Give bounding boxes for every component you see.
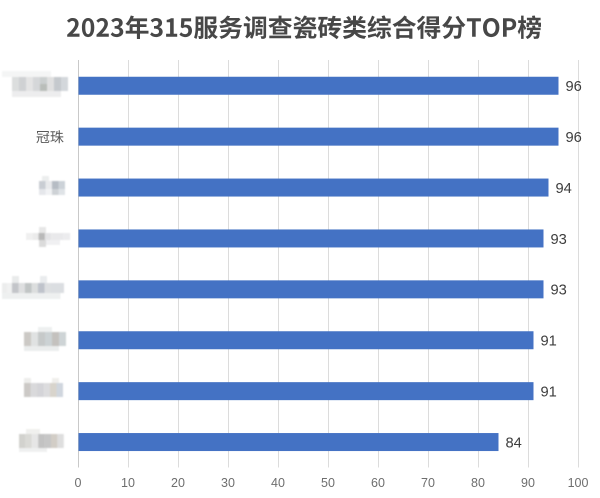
svg-text:96: 96 [566, 79, 582, 95]
svg-text:50: 50 [321, 476, 335, 490]
svg-text:84: 84 [506, 435, 522, 451]
svg-text:10: 10 [121, 476, 135, 490]
svg-text:20: 20 [171, 476, 185, 490]
svg-text:90: 90 [521, 476, 535, 490]
svg-text:94: 94 [556, 181, 572, 197]
svg-text:40: 40 [271, 476, 285, 490]
svg-text:96: 96 [566, 130, 582, 146]
svg-text:0: 0 [75, 476, 82, 490]
svg-text:91: 91 [541, 384, 557, 400]
svg-text:93: 93 [551, 283, 567, 299]
svg-text:30: 30 [221, 476, 235, 490]
svg-text:80: 80 [471, 476, 485, 490]
svg-text:70: 70 [421, 476, 435, 490]
svg-text:100: 100 [568, 476, 589, 490]
svg-text:60: 60 [371, 476, 385, 490]
svg-text:93: 93 [551, 232, 567, 248]
svg-text:91: 91 [541, 334, 557, 350]
